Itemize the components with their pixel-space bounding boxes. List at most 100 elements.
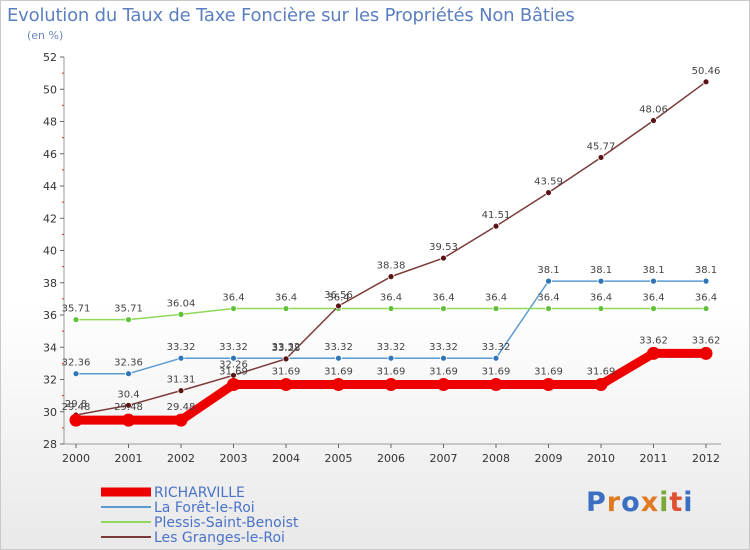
data-label: 36.4 bbox=[327, 293, 349, 304]
y-tick-label: 34 bbox=[43, 341, 57, 354]
data-label: 32.36 bbox=[62, 358, 91, 369]
data-point bbox=[72, 316, 80, 324]
y-tick-label: 44 bbox=[43, 180, 57, 193]
proxiti-logo: Proxiti bbox=[586, 487, 694, 518]
logo-letter: x bbox=[640, 487, 660, 518]
data-label: 39.53 bbox=[429, 242, 458, 253]
data-point bbox=[335, 354, 342, 362]
data-label: 36.4 bbox=[485, 293, 507, 304]
x-tick-label: 2003 bbox=[220, 452, 248, 465]
data-point bbox=[594, 377, 608, 391]
data-label: 29.48 bbox=[62, 402, 91, 413]
data-point bbox=[230, 305, 237, 312]
data-label: 31.69 bbox=[429, 366, 458, 377]
data-label: 32.26 bbox=[219, 359, 248, 370]
data-point bbox=[699, 346, 713, 360]
data-label: 43.59 bbox=[534, 177, 563, 188]
data-point bbox=[125, 370, 132, 378]
data-label: 36.4 bbox=[590, 293, 612, 304]
data-label: 31.69 bbox=[377, 366, 406, 377]
data-point bbox=[282, 305, 290, 312]
data-point bbox=[597, 305, 605, 312]
x-tick-label: 2011 bbox=[640, 452, 668, 465]
data-label: 36.4 bbox=[380, 293, 402, 304]
data-point bbox=[650, 305, 657, 312]
data-label: 41.51 bbox=[482, 210, 511, 221]
data-label: 38.1 bbox=[695, 265, 717, 276]
data-label: 33.62 bbox=[692, 335, 721, 346]
x-tick-label: 2004 bbox=[272, 452, 300, 465]
data-point bbox=[545, 277, 552, 285]
data-label: 38.1 bbox=[590, 265, 612, 276]
x-tick-label: 2010 bbox=[587, 452, 615, 465]
x-tick-label: 2008 bbox=[482, 452, 510, 465]
x-tick-label: 2002 bbox=[167, 452, 195, 465]
data-label: 31.69 bbox=[219, 366, 248, 377]
data-label: 30.4 bbox=[117, 389, 139, 400]
data-label: 29.48 bbox=[167, 402, 196, 413]
data-label: 33.32 bbox=[167, 342, 196, 353]
data-point bbox=[702, 305, 710, 312]
x-tick-label: 2005 bbox=[325, 452, 353, 465]
data-label: 38.1 bbox=[537, 265, 559, 276]
data-point bbox=[492, 305, 500, 312]
data-label: 36.4 bbox=[222, 293, 244, 304]
data-point bbox=[177, 310, 185, 318]
data-label: 32.36 bbox=[114, 358, 143, 369]
data-label: 36.4 bbox=[432, 293, 454, 304]
y-tick-label: 52 bbox=[43, 51, 57, 64]
data-label: 33.28 bbox=[272, 343, 301, 354]
y-tick-label: 38 bbox=[43, 277, 57, 290]
data-label: 33.32 bbox=[219, 342, 248, 353]
y-tick-label: 48 bbox=[43, 116, 57, 129]
y-tick-label: 28 bbox=[43, 438, 57, 451]
data-label: 36.4 bbox=[695, 293, 717, 304]
data-point bbox=[492, 354, 500, 362]
x-tick-label: 2009 bbox=[535, 452, 563, 465]
data-label: 36.4 bbox=[642, 293, 664, 304]
data-label: 31.69 bbox=[534, 366, 563, 377]
x-tick-label: 2001 bbox=[115, 452, 143, 465]
data-point bbox=[384, 377, 398, 391]
data-label: 36.56 bbox=[324, 290, 353, 301]
x-tick-label: 2007 bbox=[430, 452, 458, 465]
data-point bbox=[332, 377, 345, 391]
logo-letter: i bbox=[659, 487, 670, 518]
data-point bbox=[492, 222, 500, 230]
data-point bbox=[177, 387, 185, 395]
data-label: 31.69 bbox=[272, 366, 301, 377]
logo-letter: t bbox=[669, 487, 684, 518]
data-label: 36.04 bbox=[167, 298, 196, 309]
data-label: 45.77 bbox=[587, 141, 616, 152]
data-point bbox=[545, 189, 552, 197]
data-point bbox=[177, 354, 185, 362]
data-label: 33.32 bbox=[272, 342, 301, 353]
data-label: 31.31 bbox=[167, 375, 196, 386]
data-point bbox=[650, 277, 657, 285]
data-point bbox=[440, 305, 447, 312]
data-label: 33.62 bbox=[639, 335, 668, 346]
data-label: 33.32 bbox=[429, 342, 458, 353]
data-point bbox=[125, 401, 132, 409]
logo-letter: i bbox=[683, 487, 694, 518]
logo-letter: r bbox=[606, 487, 622, 518]
data-point bbox=[440, 354, 447, 362]
data-point bbox=[69, 413, 83, 427]
data-label: 33.32 bbox=[324, 342, 353, 353]
data-point bbox=[125, 316, 132, 324]
data-point bbox=[174, 413, 188, 427]
data-label: 33.32 bbox=[482, 342, 511, 353]
y-tick-label: 46 bbox=[43, 148, 57, 161]
data-label: 38.38 bbox=[377, 261, 406, 272]
logo-letter: o bbox=[621, 487, 641, 518]
x-tick-label: 2006 bbox=[377, 452, 405, 465]
data-label: 31.69 bbox=[587, 366, 616, 377]
data-point bbox=[440, 254, 447, 262]
data-label: 29.8 bbox=[65, 399, 87, 410]
data-point bbox=[227, 377, 240, 391]
legend-label: Les Granges-le-Roi bbox=[154, 530, 285, 546]
y-tick-label: 50 bbox=[43, 83, 57, 96]
data-point bbox=[650, 117, 657, 124]
